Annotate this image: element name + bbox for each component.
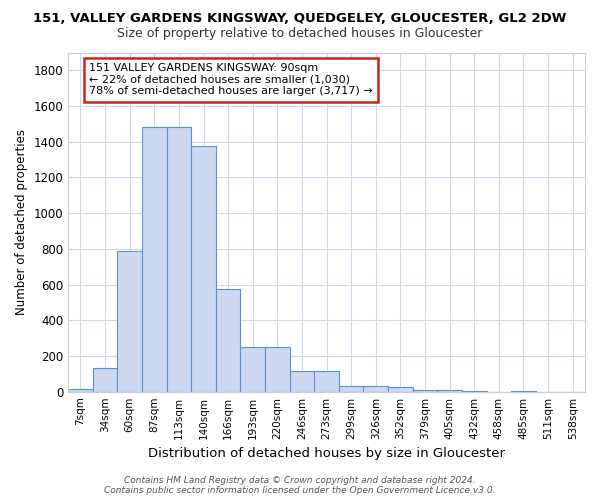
Bar — [68, 389, 93, 392]
Bar — [191, 146, 216, 392]
Bar — [314, 371, 339, 392]
Bar — [216, 289, 241, 392]
Bar — [364, 386, 388, 392]
X-axis label: Distribution of detached houses by size in Gloucester: Distribution of detached houses by size … — [148, 447, 505, 460]
Bar — [511, 391, 536, 392]
Text: Contains HM Land Registry data © Crown copyright and database right 2024.
Contai: Contains HM Land Registry data © Crown c… — [104, 476, 496, 495]
Bar — [437, 390, 462, 392]
Bar — [118, 250, 142, 392]
Bar — [265, 347, 290, 392]
Text: 151 VALLEY GARDENS KINGSWAY: 90sqm
← 22% of detached houses are smaller (1,030)
: 151 VALLEY GARDENS KINGSWAY: 90sqm ← 22%… — [89, 63, 373, 96]
Bar — [241, 347, 265, 392]
Text: 151, VALLEY GARDENS KINGSWAY, QUEDGELEY, GLOUCESTER, GL2 2DW: 151, VALLEY GARDENS KINGSWAY, QUEDGELEY,… — [34, 12, 566, 26]
Bar — [167, 128, 191, 392]
Bar — [413, 390, 437, 392]
Bar — [339, 386, 364, 392]
Text: Size of property relative to detached houses in Gloucester: Size of property relative to detached ho… — [118, 28, 482, 40]
Bar — [462, 391, 487, 392]
Bar — [388, 387, 413, 392]
Bar — [142, 128, 167, 392]
Y-axis label: Number of detached properties: Number of detached properties — [15, 129, 28, 315]
Bar — [290, 371, 314, 392]
Bar — [93, 368, 118, 392]
